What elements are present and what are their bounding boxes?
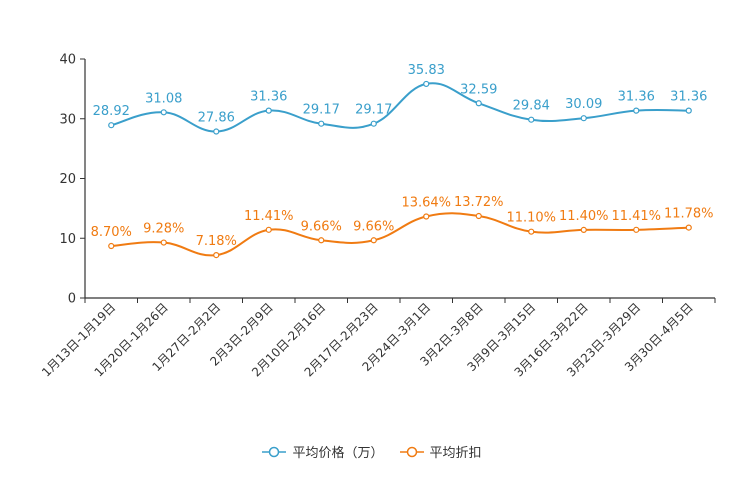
data-label: 11.78% xyxy=(664,207,714,222)
data-point[interactable] xyxy=(580,115,587,122)
legend-label-discount: 平均折扣 xyxy=(429,446,482,461)
data-label: 29.84 xyxy=(513,99,550,114)
legend-item-discount[interactable]: 平均折扣 xyxy=(399,442,482,461)
data-label: 13.72% xyxy=(454,195,504,210)
data-label: 31.36 xyxy=(618,90,655,105)
series-line-0 xyxy=(110,82,689,133)
y-tick-label: 20 xyxy=(59,172,76,187)
legend-item-price[interactable]: 平均价格（万） xyxy=(262,442,384,461)
legend-discount-marker-icon xyxy=(399,446,424,457)
data-point[interactable] xyxy=(213,251,220,259)
data-point[interactable] xyxy=(685,224,692,231)
data-label: 7.18% xyxy=(196,234,237,249)
data-label: 11.40% xyxy=(559,209,609,224)
y-tick-label: 0 xyxy=(68,292,76,307)
data-point[interactable] xyxy=(685,107,692,114)
data-label: 30.09 xyxy=(565,97,602,112)
data-label: 31.36 xyxy=(250,90,287,105)
data-label: 9.28% xyxy=(143,222,184,237)
data-point[interactable] xyxy=(580,226,587,233)
data-label: 11.41% xyxy=(611,209,661,224)
data-label: 29.17 xyxy=(303,103,340,118)
data-point[interactable] xyxy=(265,226,272,233)
data-point[interactable] xyxy=(423,213,430,220)
data-point[interactable] xyxy=(423,80,430,88)
y-tick-label: 40 xyxy=(59,53,76,68)
data-label: 31.36 xyxy=(670,90,707,105)
data-label: 11.41% xyxy=(244,209,294,224)
data-point[interactable] xyxy=(633,226,640,233)
y-tick-label: 10 xyxy=(59,232,76,247)
data-point[interactable] xyxy=(528,116,535,123)
data-point[interactable] xyxy=(108,242,115,250)
data-point[interactable] xyxy=(160,239,167,246)
data-label: 11.10% xyxy=(506,211,556,226)
data-point[interactable] xyxy=(370,120,377,127)
data-label: 13.64% xyxy=(401,196,451,211)
data-label: 32.59 xyxy=(460,82,497,97)
legend-price-marker-icon xyxy=(262,446,287,457)
series-line-1 xyxy=(111,212,689,257)
data-label: 9.66% xyxy=(353,219,394,234)
data-label: 31.08 xyxy=(145,91,182,106)
y-tick-label: 30 xyxy=(59,112,76,127)
data-point[interactable] xyxy=(475,100,482,107)
data-label: 35.83 xyxy=(408,63,445,78)
data-label: 28.92 xyxy=(93,104,130,119)
data-point[interactable] xyxy=(475,212,482,220)
data-point[interactable] xyxy=(370,237,377,244)
legend-label-price: 平均价格（万） xyxy=(292,446,384,461)
data-point[interactable] xyxy=(633,107,640,114)
data-point[interactable] xyxy=(108,122,115,129)
data-point[interactable] xyxy=(265,107,272,114)
data-label: 27.86 xyxy=(198,111,235,126)
data-point[interactable] xyxy=(213,128,220,135)
data-label: 29.17 xyxy=(355,103,392,118)
data-point[interactable] xyxy=(528,228,535,235)
data-point[interactable] xyxy=(318,120,325,127)
data-label: 8.70% xyxy=(91,225,132,240)
data-label: 9.66% xyxy=(301,219,342,234)
legend: 平均价格（万） 平均折扣 xyxy=(0,442,744,461)
data-point[interactable] xyxy=(318,237,325,244)
data-point[interactable] xyxy=(160,109,167,116)
